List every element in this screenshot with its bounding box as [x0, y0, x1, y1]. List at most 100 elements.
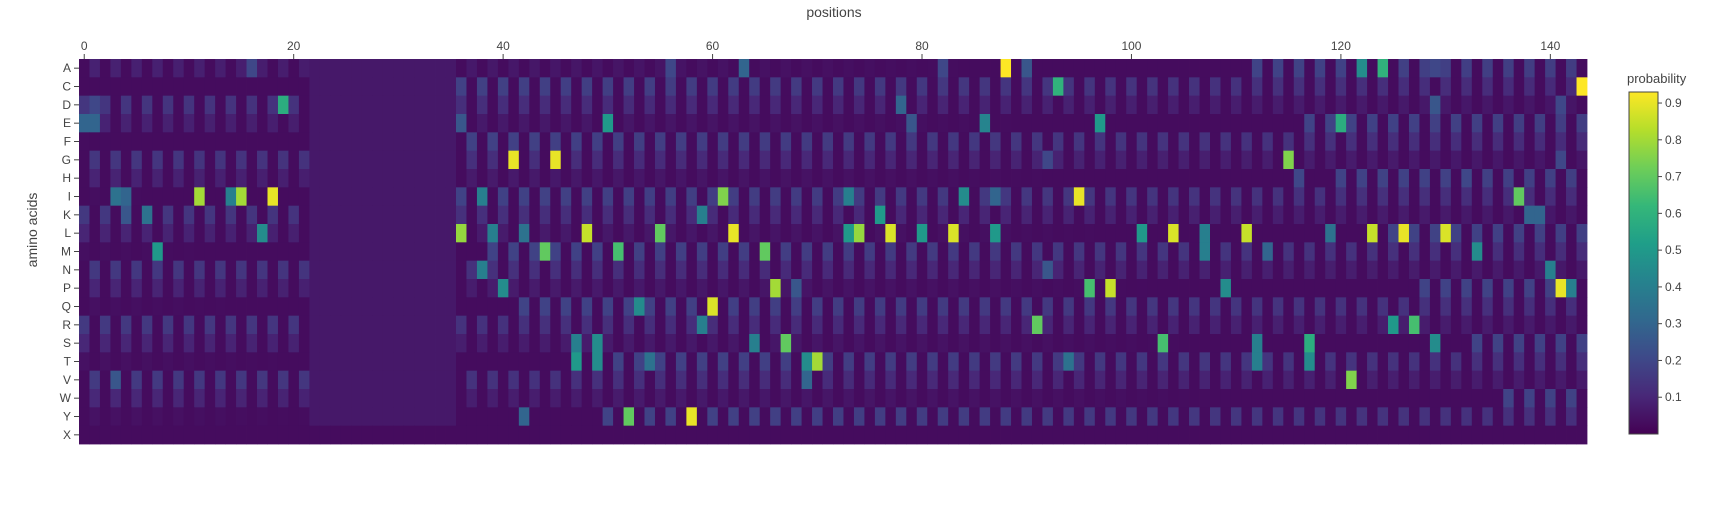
- heatmap-cell: [152, 407, 164, 427]
- heatmap-cell: [1545, 334, 1556, 353]
- heatmap-cell: [885, 260, 897, 280]
- heatmap-cell: [906, 370, 918, 390]
- heatmap-cell: [550, 370, 562, 390]
- heatmap-cell: [89, 187, 101, 207]
- heatmap-cell: [665, 187, 677, 207]
- heatmap-cell: [1220, 205, 1232, 225]
- heatmap-cell: [948, 425, 960, 445]
- heatmap-cell: [1566, 95, 1577, 115]
- heatmap-cell: [1566, 370, 1577, 390]
- heatmap-cell: [487, 77, 499, 97]
- heatmap-cell: [927, 59, 939, 78]
- heatmap-cell: [1534, 297, 1546, 317]
- heatmap-cell: [1147, 242, 1159, 262]
- heatmap-cell: [634, 425, 645, 445]
- heatmap-cell: [393, 260, 405, 280]
- heatmap-cell: [288, 224, 300, 243]
- heatmap-cell: [1388, 59, 1399, 78]
- heatmap-cell: [518, 187, 530, 207]
- heatmap-cell: [644, 279, 656, 298]
- heatmap-cell: [414, 132, 425, 152]
- heatmap-cell: [120, 242, 132, 262]
- heatmap-cell: [1293, 150, 1305, 170]
- heatmap-cell: [1073, 132, 1085, 152]
- heatmap-cell: [267, 279, 279, 298]
- heatmap-cell: [1513, 260, 1525, 280]
- heatmap-cell: [1429, 114, 1441, 133]
- heatmap-cell: [120, 279, 132, 298]
- heatmap-cell: [728, 352, 740, 372]
- heatmap-cell: [1115, 224, 1127, 243]
- heatmap-cell: [194, 205, 206, 225]
- heatmap-cell: [654, 315, 666, 335]
- heatmap-cell: [445, 297, 457, 317]
- heatmap-cell: [780, 279, 792, 298]
- heatmap-cell: [1545, 169, 1556, 188]
- heatmap-cell: [173, 334, 185, 353]
- heatmap-cell: [1262, 315, 1274, 335]
- heatmap-cell: [298, 224, 310, 243]
- heatmap-cell: [99, 169, 111, 188]
- heatmap-cell: [1105, 77, 1117, 97]
- heatmap-cell: [393, 425, 405, 445]
- heatmap-cell: [686, 242, 698, 262]
- heatmap-cell: [1136, 114, 1148, 133]
- heatmap-cell: [916, 242, 928, 262]
- heatmap-cell: [728, 370, 740, 390]
- heatmap-cell: [267, 425, 279, 445]
- heatmap-cell: [770, 59, 782, 78]
- heatmap-cell: [581, 95, 593, 115]
- heatmap-cell: [1241, 205, 1253, 225]
- heatmap-cell: [759, 297, 771, 317]
- heatmap-cell: [1461, 407, 1473, 427]
- heatmap-cell: [456, 205, 467, 225]
- heatmap-cell: [1063, 315, 1075, 335]
- heatmap-cell: [257, 242, 268, 262]
- heatmap-cell: [1304, 150, 1316, 170]
- heatmap-cell: [791, 279, 802, 298]
- heatmap-cell: [1325, 389, 1337, 408]
- heatmap-cell: [298, 407, 310, 427]
- heatmap-cell: [456, 95, 467, 115]
- heatmap-cell: [1492, 114, 1504, 133]
- heatmap-cell: [581, 352, 593, 372]
- heatmap-cell: [340, 260, 352, 280]
- heatmap-cell: [550, 77, 562, 97]
- heatmap-cell: [1210, 334, 1221, 353]
- heatmap-cell: [1241, 297, 1253, 317]
- heatmap-cell: [403, 59, 415, 78]
- heatmap-cell: [382, 352, 394, 372]
- heatmap-cell: [529, 205, 541, 225]
- heatmap-cell: [990, 370, 1001, 390]
- heatmap-cell: [466, 132, 478, 152]
- heatmap-cell: [1283, 279, 1295, 298]
- heatmap-cell: [1230, 242, 1242, 262]
- heatmap-cell: [791, 77, 802, 97]
- heatmap-cell: [330, 224, 342, 243]
- heatmap-cell: [1126, 114, 1138, 133]
- heatmap-cell: [1429, 77, 1441, 97]
- heatmap-cell: [79, 297, 90, 317]
- heatmap-cell: [1042, 297, 1054, 317]
- heatmap-cell: [1210, 224, 1221, 243]
- heatmap-cell: [1471, 315, 1483, 335]
- heatmap-cell: [414, 297, 425, 317]
- heatmap-cell: [791, 260, 802, 280]
- heatmap-cell: [1388, 352, 1399, 372]
- heatmap-cell: [1073, 279, 1085, 298]
- heatmap-cell: [309, 315, 321, 335]
- heatmap-cell: [1042, 279, 1054, 298]
- heatmap-cell: [215, 150, 227, 170]
- heatmap-cell: [1168, 205, 1179, 225]
- heatmap-cell: [1440, 59, 1452, 78]
- heatmap-cell: [141, 95, 153, 115]
- heatmap-cell: [916, 205, 928, 225]
- heatmap-cell: [707, 279, 719, 298]
- heatmap-cell: [403, 187, 415, 207]
- heatmap-cell: [1524, 370, 1536, 390]
- heatmap-cell: [1471, 132, 1483, 152]
- heatmap-cell: [1115, 59, 1127, 78]
- heatmap-cell: [990, 169, 1001, 188]
- heatmap-cell: [1178, 59, 1190, 78]
- heatmap-cell: [382, 224, 394, 243]
